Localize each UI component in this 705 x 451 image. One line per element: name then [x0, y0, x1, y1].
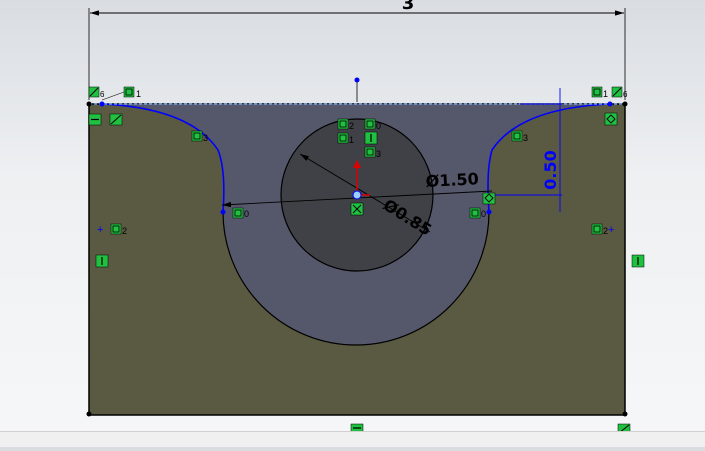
relation-tag-top-right[interactable]: 1 [591, 86, 608, 99]
relation-tag-center-2[interactable]: 0 [364, 118, 381, 131]
relation-coincident-center[interactable] [350, 202, 364, 216]
right-fillet-arc[interactable] [487, 103, 611, 213]
left-arc-endpoint[interactable] [220, 209, 226, 215]
origin-top-point[interactable] [354, 77, 360, 83]
svg-text:0: 0 [244, 209, 249, 219]
svg-text:+: + [97, 224, 103, 236]
right-arc-endpoint[interactable] [486, 209, 492, 215]
svg-text:2: 2 [603, 226, 608, 236]
top-right-endpoint[interactable] [607, 101, 613, 107]
relation-tag-center-3[interactable]: 1 [337, 132, 354, 145]
relation-tag-center-1[interactable]: 2 [337, 118, 354, 131]
relation-tangent-right[interactable] [604, 112, 618, 126]
svg-text:1: 1 [603, 89, 608, 99]
width-dimension-label[interactable]: 3 [402, 0, 415, 14]
relation-vertical-center[interactable] [364, 131, 378, 145]
svg-text:1: 1 [349, 135, 354, 145]
center-point[interactable] [352, 190, 362, 200]
relation-tag-top-right-count[interactable]: 6 [611, 86, 628, 99]
relation-tag-top-left-count[interactable]: 6 [88, 86, 105, 99]
relation-vertical-left[interactable] [95, 254, 109, 268]
status-bar [0, 431, 705, 447]
relation-vertical-right[interactable] [631, 254, 645, 268]
relation-tag-right-mid[interactable]: 2 + [591, 223, 614, 236]
svg-text:1: 1 [136, 89, 141, 99]
top-left-endpoint[interactable] [99, 101, 105, 107]
relation-tag-right-arc[interactable]: 3 [511, 130, 528, 143]
svg-text:2: 2 [122, 226, 127, 236]
relation-tag-top-left[interactable]: 1 [123, 86, 141, 99]
relation-tag-center-4[interactable]: 3 [364, 146, 381, 159]
svg-text:0: 0 [376, 121, 381, 131]
relation-tangent-left[interactable] [109, 113, 123, 126]
fillet-height-label[interactable]: 0.50 [541, 150, 560, 189]
relation-tag-right-end[interactable]: 0 [469, 207, 486, 219]
left-fillet-arc[interactable] [101, 103, 225, 213]
svg-text:3: 3 [523, 133, 528, 143]
relation-tag-left-mid[interactable]: + 2 [97, 223, 127, 236]
svg-text:2: 2 [349, 121, 354, 131]
slot-bottom-arc[interactable] [222, 211, 490, 346]
svg-text:+: + [608, 224, 614, 236]
relation-horizontal-left[interactable] [88, 113, 102, 126]
relation-tag-left-arc[interactable]: 3 [191, 130, 208, 143]
outer-diameter-label[interactable]: Ø1.50 [425, 169, 479, 191]
svg-text:0: 0 [481, 209, 486, 219]
svg-text:3: 3 [203, 133, 208, 143]
svg-text:3: 3 [376, 149, 381, 159]
relation-tag-left-end[interactable]: 0 [232, 207, 249, 219]
inner-diameter-leader[interactable] [299, 153, 431, 233]
svg-text:6: 6 [623, 90, 628, 99]
relation-tangent-right-end[interactable] [482, 192, 496, 205]
svg-text:6: 6 [100, 90, 105, 99]
